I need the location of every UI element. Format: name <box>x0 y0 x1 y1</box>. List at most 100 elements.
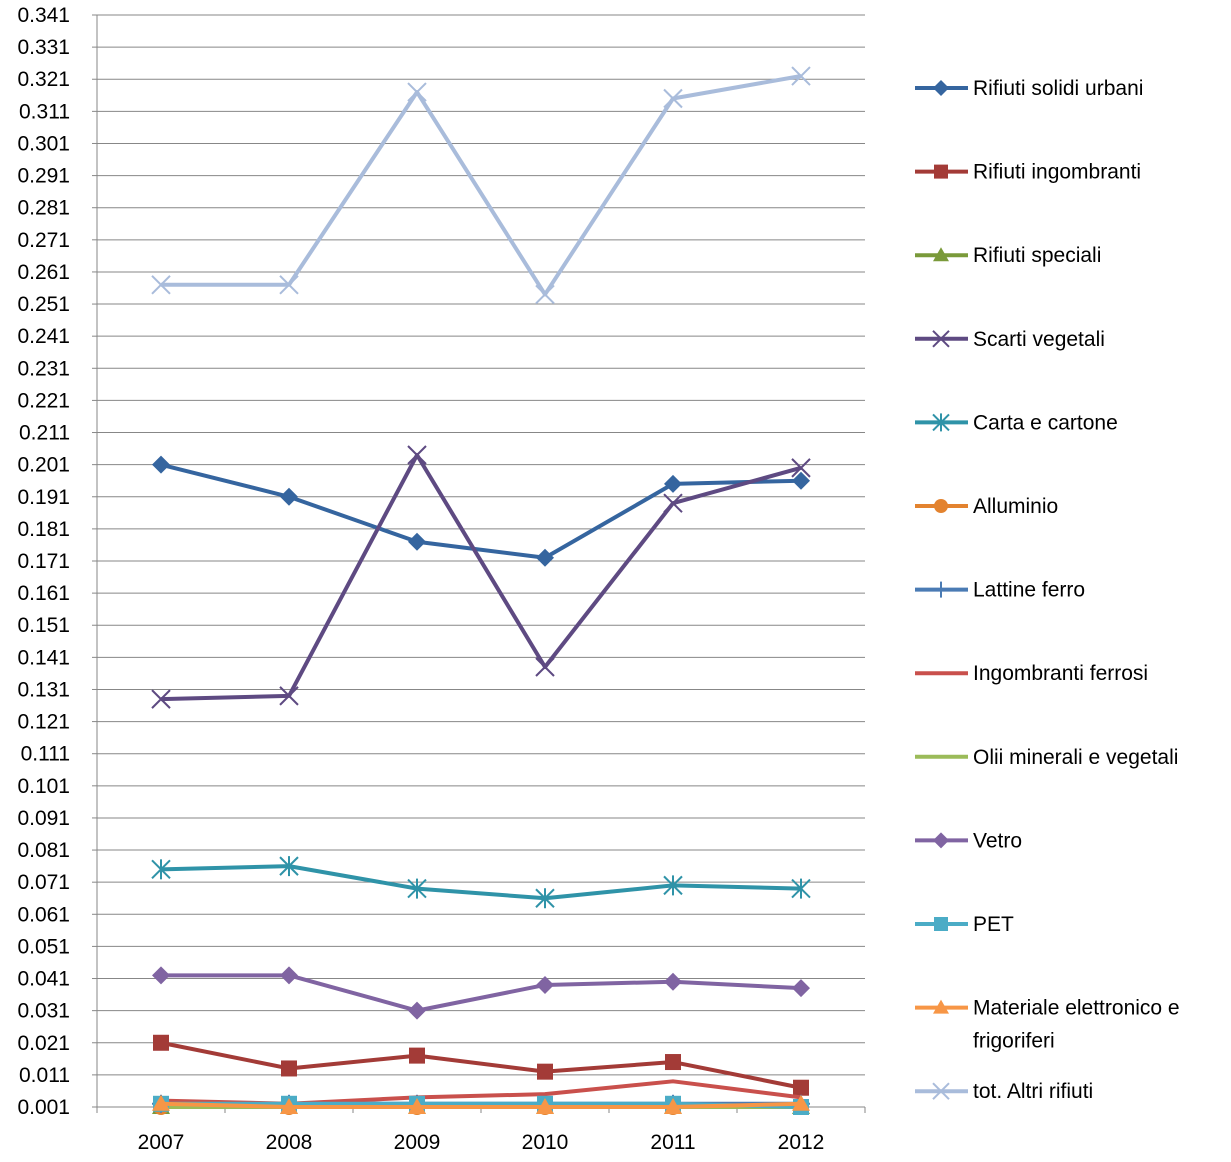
legend-label: Rifiuti speciali <box>973 244 1101 267</box>
y-tick-label: 0.061 <box>17 903 70 926</box>
data-point <box>153 1035 169 1051</box>
legend-item: Rifiuti speciali <box>915 244 1101 267</box>
data-point <box>792 979 810 997</box>
y-tick-label: 0.191 <box>17 486 70 509</box>
data-point <box>537 1064 553 1080</box>
y-tick-label: 0.071 <box>17 871 70 894</box>
legend-label: Carta e cartone <box>973 411 1118 434</box>
legend-label: Vetro <box>973 829 1022 852</box>
legend-item: Rifiuti solidi urbani <box>915 77 1143 100</box>
x-tick-label: 2008 <box>266 1131 313 1154</box>
legend-item: Scarti vegetali <box>915 328 1105 351</box>
y-tick-label: 0.201 <box>17 454 70 477</box>
y-tick-label: 0.281 <box>17 197 70 220</box>
data-point <box>408 533 426 551</box>
legend-item: tot. Altri rifiuti <box>915 1080 1093 1103</box>
legend-label: frigoriferi <box>973 1030 1055 1053</box>
legend-label: Materiale elettronico e <box>973 997 1180 1020</box>
x-tick-label: 2007 <box>138 1131 185 1154</box>
legend-label: Rifiuti ingombranti <box>973 161 1141 184</box>
y-tick-label: 0.181 <box>17 518 70 541</box>
legend-label: Lattine ferro <box>973 579 1085 602</box>
series-9 <box>152 966 810 1019</box>
y-tick-label: 0.121 <box>17 711 70 734</box>
x-axis: 2007 2008 2009 2010 2011 2012 <box>97 1107 865 1154</box>
y-tick-label: 0.041 <box>17 968 70 991</box>
legend-item: Rifiuti ingombranti <box>915 161 1141 184</box>
legend-item: Vetro <box>915 829 1022 852</box>
series-group <box>152 67 810 1115</box>
y-tick-label: 0.011 <box>19 1064 70 1087</box>
data-point <box>280 488 298 506</box>
series-12 <box>152 67 810 303</box>
legend-item: Lattine ferro <box>915 579 1085 602</box>
y-tick-label: 0.131 <box>17 678 70 701</box>
data-point <box>280 966 298 984</box>
y-tick-label: 0.241 <box>17 325 70 348</box>
y-tick-label: 0.001 <box>17 1096 70 1119</box>
legend-label: tot. Altri rifiuti <box>973 1080 1093 1103</box>
series-line <box>161 1081 801 1103</box>
series-line <box>161 975 801 1010</box>
y-axis: 0.001 0.011 0.021 0.031 0.041 0.051 0.061 0.071… <box>17 4 97 1119</box>
data-point <box>281 1060 297 1076</box>
data-point <box>536 658 554 676</box>
x-tick-label: 2009 <box>394 1131 441 1154</box>
y-tick-label: 0.341 <box>17 4 70 27</box>
legend-item: Carta e cartone <box>915 411 1118 434</box>
y-tick-label: 0.021 <box>17 1032 70 1055</box>
data-point <box>152 966 170 984</box>
y-tick-label: 0.331 <box>17 36 70 59</box>
legend-marker <box>934 165 948 179</box>
y-tick-label: 0.291 <box>17 165 70 188</box>
y-tick-label: 0.231 <box>17 357 70 380</box>
data-point <box>409 1048 425 1064</box>
legend-marker <box>934 499 948 513</box>
legend-item: Olii minerali e vegetali <box>915 746 1178 769</box>
data-point <box>408 446 426 464</box>
legend-label: PET <box>973 913 1014 936</box>
y-tick-label: 0.321 <box>17 68 70 91</box>
legend-item: PET <box>915 913 1014 936</box>
y-tick-label: 0.111 <box>21 743 70 766</box>
data-point <box>536 549 554 567</box>
y-tick-label: 0.141 <box>17 646 70 669</box>
x-tick-label: 2012 <box>778 1131 825 1154</box>
data-point <box>664 475 682 493</box>
y-tick-label: 0.221 <box>17 389 70 412</box>
legend-label: Ingombranti ferrosi <box>973 662 1148 685</box>
legend: Rifiuti solidi urbani Rifiuti ingombranti… <box>915 77 1180 1103</box>
x-tick-label: 2010 <box>522 1131 569 1154</box>
data-point <box>152 456 170 474</box>
y-tick-label: 0.251 <box>17 293 70 316</box>
y-tick-label: 0.031 <box>17 1000 70 1023</box>
y-tick-label: 0.051 <box>17 935 70 958</box>
legend-label: Olii minerali e vegetali <box>973 746 1178 769</box>
series-7 <box>161 1081 801 1103</box>
legend-item: Alluminio <box>915 495 1058 518</box>
legend-label: Rifiuti solidi urbani <box>973 77 1143 100</box>
data-point <box>536 285 554 303</box>
y-tick-label: 0.211 <box>19 422 70 445</box>
y-tick-label: 0.171 <box>17 550 70 573</box>
y-tick-label: 0.271 <box>17 229 70 252</box>
data-point <box>664 973 682 991</box>
legend-marker <box>933 582 949 598</box>
legend-item: Materiale elettronico e frigoriferi <box>915 997 1180 1053</box>
legend-marker <box>933 832 949 848</box>
y-tick-label: 0.301 <box>17 132 70 155</box>
legend-item: Ingombranti ferrosi <box>915 662 1148 685</box>
y-tick-label: 0.091 <box>17 807 70 830</box>
series-line <box>161 465 801 558</box>
y-tick-label: 0.151 <box>17 614 70 637</box>
y-tick-label: 0.311 <box>19 100 70 123</box>
y-tick-label: 0.101 <box>17 775 70 798</box>
legend-marker <box>934 917 948 931</box>
series-line <box>161 1043 801 1088</box>
y-tick-label: 0.161 <box>17 582 70 605</box>
series-line <box>161 76 801 294</box>
data-point <box>793 1080 809 1096</box>
legend-label: Scarti vegetali <box>973 328 1105 351</box>
